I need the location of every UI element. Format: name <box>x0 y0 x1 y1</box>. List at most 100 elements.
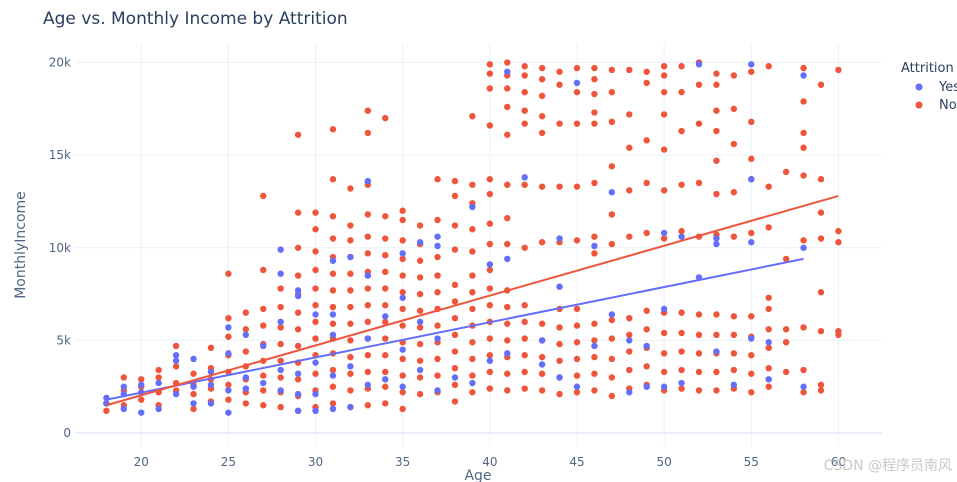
data-point-no[interactable] <box>608 118 616 126</box>
data-point-no[interactable] <box>556 324 563 331</box>
data-point-no[interactable] <box>329 366 337 374</box>
data-point-no[interactable] <box>521 63 528 70</box>
data-point-no[interactable] <box>678 366 685 374</box>
data-point-no[interactable] <box>765 63 772 70</box>
data-point-no[interactable] <box>225 396 232 403</box>
data-point-yes[interactable] <box>434 233 441 240</box>
data-point-no[interactable] <box>329 235 337 242</box>
data-point-yes[interactable] <box>800 72 807 79</box>
data-point-no[interactable] <box>556 390 563 398</box>
data-point-yes[interactable] <box>800 383 807 390</box>
data-point-no[interactable] <box>538 64 546 72</box>
data-point-no[interactable] <box>155 374 162 381</box>
data-point-yes[interactable] <box>678 379 685 387</box>
data-point-no[interactable] <box>434 216 441 224</box>
data-point-no[interactable] <box>800 64 807 72</box>
data-point-no[interactable] <box>608 335 616 342</box>
data-point-no[interactable] <box>817 176 825 183</box>
data-point-no[interactable] <box>660 146 668 153</box>
data-point-yes[interactable] <box>312 359 319 366</box>
data-point-no[interactable] <box>817 81 825 88</box>
data-point-no[interactable] <box>260 192 267 200</box>
data-point-no[interactable] <box>103 407 110 415</box>
data-point-yes[interactable] <box>242 385 250 392</box>
data-point-no[interactable] <box>347 270 354 277</box>
data-point-no[interactable] <box>817 387 825 394</box>
data-point-no[interactable] <box>364 129 372 137</box>
data-point-no[interactable] <box>486 335 494 342</box>
data-point-no[interactable] <box>347 387 354 394</box>
data-point-no[interactable] <box>451 192 459 200</box>
data-point-yes[interactable] <box>486 261 494 268</box>
data-point-no[interactable] <box>643 229 650 237</box>
data-point-no[interactable] <box>225 333 232 340</box>
data-point-no[interactable] <box>800 172 807 179</box>
data-point-no[interactable] <box>817 235 825 242</box>
data-point-no[interactable] <box>800 389 807 396</box>
data-point-yes[interactable] <box>277 366 284 374</box>
data-point-no[interactable] <box>451 331 459 339</box>
data-point-no[interactable] <box>660 63 668 70</box>
data-point-no[interactable] <box>382 368 389 376</box>
data-point-yes[interactable] <box>626 389 633 396</box>
data-point-no[interactable] <box>399 389 406 396</box>
data-point-yes[interactable] <box>190 400 197 407</box>
data-point-no[interactable] <box>660 111 668 118</box>
data-point-no[interactable] <box>469 389 476 396</box>
data-point-no[interactable] <box>538 320 546 327</box>
data-point-yes[interactable] <box>504 255 511 263</box>
data-point-no[interactable] <box>399 372 406 379</box>
data-point-no[interactable] <box>416 274 424 281</box>
data-point-no[interactable] <box>347 303 354 311</box>
data-point-no[interactable] <box>294 272 302 279</box>
data-point-yes[interactable] <box>643 383 650 390</box>
data-point-no[interactable] <box>382 251 389 259</box>
data-point-no[interactable] <box>521 120 528 127</box>
data-point-no[interactable] <box>660 329 668 337</box>
data-point-no[interactable] <box>591 120 598 127</box>
data-point-no[interactable] <box>538 370 546 377</box>
data-point-no[interactable] <box>486 85 494 92</box>
data-point-no[interactable] <box>347 287 354 294</box>
data-point-no[interactable] <box>486 122 494 129</box>
data-point-no[interactable] <box>521 72 528 79</box>
data-point-no[interactable] <box>486 266 494 274</box>
data-point-no[interactable] <box>364 211 372 218</box>
data-point-no[interactable] <box>382 318 389 326</box>
data-point-no[interactable] <box>626 331 633 339</box>
data-point-no[interactable] <box>678 329 685 337</box>
data-point-no[interactable] <box>521 302 528 309</box>
data-point-no[interactable] <box>626 314 633 322</box>
data-point-no[interactable] <box>486 190 494 198</box>
data-point-no[interactable] <box>469 339 476 346</box>
data-point-no[interactable] <box>486 176 494 183</box>
data-point-no[interactable] <box>329 287 337 294</box>
data-point-yes[interactable] <box>225 409 232 416</box>
data-point-yes[interactable] <box>260 342 267 350</box>
data-point-yes[interactable] <box>329 311 337 318</box>
data-point-no[interactable] <box>817 381 825 389</box>
data-point-no[interactable] <box>364 250 372 257</box>
data-point-no[interactable] <box>608 392 616 400</box>
data-point-no[interactable] <box>608 240 616 248</box>
data-point-no[interactable] <box>347 337 354 344</box>
data-point-no[interactable] <box>695 311 703 318</box>
data-point-no[interactable] <box>695 179 703 187</box>
data-point-no[interactable] <box>347 353 354 361</box>
data-point-no[interactable] <box>294 244 302 251</box>
data-point-no[interactable] <box>382 302 389 309</box>
data-point-no[interactable] <box>277 357 284 364</box>
data-point-no[interactable] <box>591 90 598 98</box>
data-point-no[interactable] <box>399 405 406 413</box>
data-point-yes[interactable] <box>591 342 598 350</box>
data-point-no[interactable] <box>504 103 511 111</box>
data-point-no[interactable] <box>573 64 581 72</box>
data-point-no[interactable] <box>382 335 389 342</box>
data-point-yes[interactable] <box>469 203 476 211</box>
data-point-no[interactable] <box>608 163 616 170</box>
data-point-no[interactable] <box>416 257 424 264</box>
data-point-no[interactable] <box>591 64 598 72</box>
data-point-no[interactable] <box>573 389 581 396</box>
data-point-no[interactable] <box>626 348 633 355</box>
data-point-no[interactable] <box>347 185 354 192</box>
